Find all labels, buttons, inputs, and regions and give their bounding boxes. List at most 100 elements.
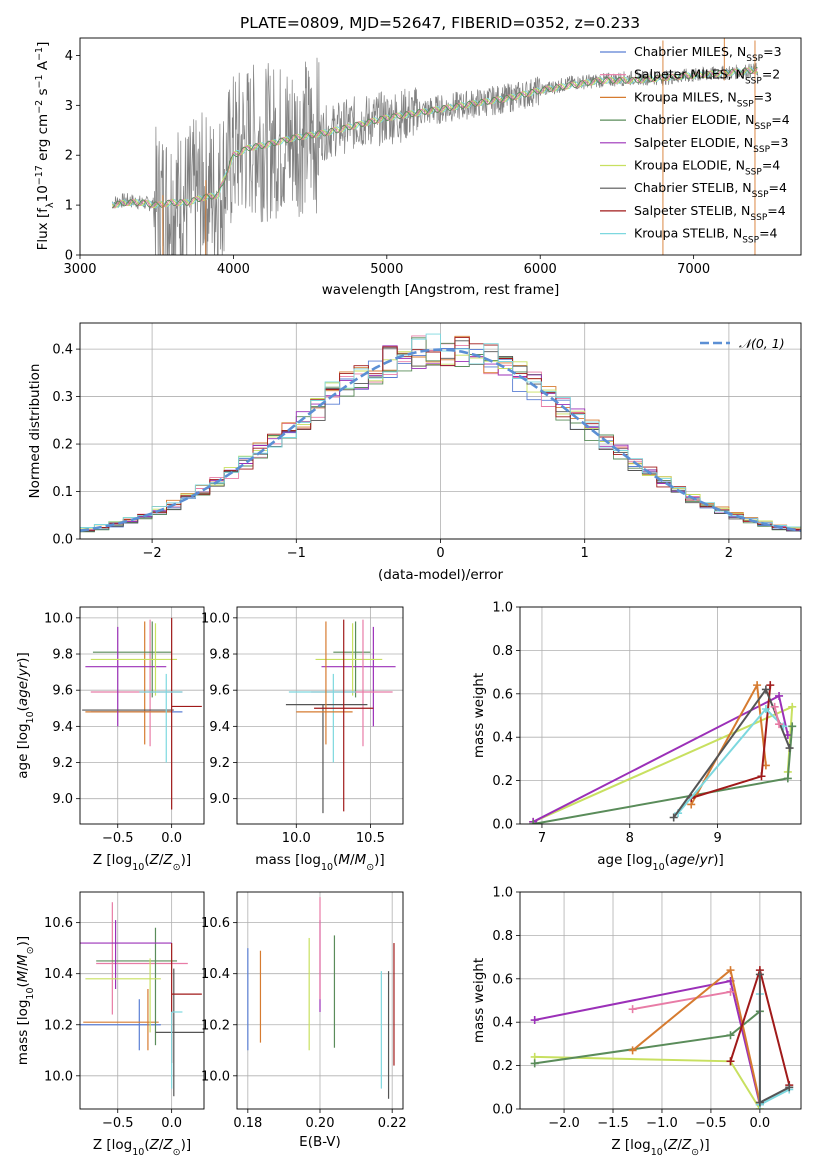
- axes-frame: [519, 891, 802, 1110]
- x-axis-label: E(B-V): [299, 1134, 341, 1150]
- legend-entry: 𝒩(0, 1): [739, 336, 785, 351]
- x-tick-label: 3000: [63, 262, 96, 277]
- x-axis-label: mass [log10(M/M⊙)]: [255, 852, 384, 873]
- axes-frame: [519, 606, 802, 825]
- x-tick-label: 0: [436, 546, 444, 561]
- mass_vs_Z-panel: −0.5 0.0 10.0 10.2 10.4 10.6 Z [log10(Z/Z⊙)] ma…: [15, 891, 205, 1158]
- y-axis-label: mass [log10(M/M⊙)]: [15, 936, 36, 1065]
- y-tick-label: 9.8: [209, 648, 230, 663]
- errorbars: [82, 617, 202, 810]
- x-tick-label: 0.0: [161, 1116, 182, 1131]
- weight-marker-chabrier_stelib: [669, 813, 678, 822]
- y-tick-label: 9.2: [209, 756, 230, 771]
- panels: 3000 4000 5000 6000 7000 0 1 2 3 4 Chabrier MILES,…: [15, 37, 802, 1158]
- legend-entry: Salpeter ELODIE, NSSP=3: [634, 135, 788, 155]
- spectrum-legend: Chabrier MILES, NSSP=3 Salpeter MILES, NS…: [600, 44, 790, 246]
- y-tick-label: 2: [65, 149, 73, 164]
- y-axis-label: mass weight: [471, 673, 487, 758]
- x-tick-label: 10.0: [282, 831, 311, 846]
- y-tick-label: 0.3: [52, 390, 73, 405]
- figure-title: PLATE=0809, MJD=52647, FIBERID=0352, z=0…: [240, 14, 640, 32]
- y-axis-label: age [log10(age/yr)]: [15, 652, 36, 778]
- y-tick-label: 0.2: [492, 1059, 513, 1074]
- weight-marker-salpeter_miles: [775, 720, 784, 729]
- x-tick-label: 1: [581, 546, 589, 561]
- y-tick-label: 10.4: [201, 967, 230, 982]
- legend-entry: Kroupa ELODIE, NSSP=4: [634, 158, 780, 178]
- data-spectrum-line: [111, 57, 759, 255]
- x-tick-label: −0.5: [102, 1116, 134, 1131]
- y-tick-label: 4: [65, 49, 73, 64]
- legend-entry: Salpeter STELIB, NSSP=4: [634, 203, 786, 223]
- weight-marker-chabrier_stelib: [785, 1083, 794, 1092]
- axes-frame: [79, 322, 802, 540]
- weight-marker-kroupa_miles: [753, 681, 762, 690]
- legend-entry: Salpeter MILES, NSSP=2: [634, 67, 780, 87]
- weight-marker-chabrier_elodie: [530, 1059, 539, 1068]
- ebv-panel: 0.18 0.20 0.22 10.0 10.2 10.4 10.6: [201, 891, 407, 1131]
- weight-marker-salpeter_miles: [726, 987, 735, 996]
- axes-frame: [79, 37, 802, 256]
- x-tick-label: 0.20: [306, 1116, 335, 1131]
- y-tick-label: 0.1: [52, 485, 73, 500]
- y-tick-label: 0.0: [492, 1103, 513, 1118]
- weight-lines: [529, 681, 797, 824]
- x-tick-label: 2: [725, 546, 733, 561]
- y-tick-label: 0.8: [492, 929, 513, 944]
- axes-frame: [236, 891, 404, 1110]
- x-tick-label: 0.18: [233, 1116, 262, 1131]
- weight-marker-chabrier_elodie: [726, 1031, 735, 1040]
- weight-marker-kroupa_elodie: [788, 702, 797, 711]
- y-tick-label: 10.0: [44, 1069, 73, 1084]
- y-tick-label: 10.0: [201, 611, 230, 626]
- weight-marker-chabrier_elodie: [783, 774, 792, 783]
- y-tick-label: 0.4: [52, 343, 73, 358]
- y-tick-label: 0.6: [492, 687, 513, 702]
- y-tick-label: 1.0: [492, 601, 513, 616]
- histogram-steps: [80, 333, 801, 535]
- weight-lines: [530, 966, 794, 1109]
- weight-marker-chabrier_stelib: [761, 685, 770, 694]
- y-tick-label: 9.6: [209, 684, 230, 699]
- x-tick-label: 4000: [217, 262, 250, 277]
- x-tick-label: 7: [538, 831, 546, 846]
- weight-marker-kroupa_miles: [628, 1046, 637, 1055]
- x-tick-label: −2.0: [548, 1116, 580, 1131]
- weight_vs_age-panel: 7 8 9 0.0 0.2 0.4 0.6 0.8 1.0 age [log10(age/yr)]…: [471, 601, 802, 873]
- y-tick-label: 0.0: [52, 533, 73, 548]
- weight-marker-kroupa_miles: [726, 966, 735, 975]
- spectrum-panel: 3000 4000 5000 6000 7000 0 1 2 3 4 Chabrier MILES,…: [34, 37, 802, 298]
- x-axis-label: Z [log10(Z/Z⊙)]: [93, 852, 191, 873]
- model-spectrum-line-chabrier_elodie: [111, 67, 758, 209]
- y-tick-label: 0.2: [52, 438, 73, 453]
- y-tick-label: 0.4: [492, 731, 513, 746]
- legend-entry: Kroupa STELIB, NSSP=4: [634, 226, 778, 246]
- x-tick-label: 5000: [370, 262, 403, 277]
- y-tick-label: 3: [65, 99, 73, 114]
- weight-marker-chabrier_stelib: [785, 744, 794, 753]
- x-tick-label: 10.5: [356, 831, 385, 846]
- axes-frame: [236, 606, 404, 825]
- weight-marker-chabrier_stelib: [755, 970, 764, 979]
- y-tick-label: 0.8: [492, 644, 513, 659]
- y-axis-label: Flux [fλ10−17 erg cm−2 s−1 A−1]: [34, 42, 56, 251]
- weight-line-salpeter_miles: [632, 990, 731, 1011]
- weight-marker-chabrier_stelib: [755, 1098, 764, 1107]
- axes-frame: [79, 606, 205, 825]
- x-tick-label: −1.5: [597, 1116, 629, 1131]
- x-tick-label: −1: [287, 546, 306, 561]
- y-axis-label: mass weight: [471, 958, 487, 1043]
- x-tick-label: −1.0: [646, 1116, 678, 1131]
- x-axis-label: (data-model)/error: [378, 567, 504, 583]
- x-tick-label: −2: [143, 546, 162, 561]
- y-tick-label: 9.0: [52, 792, 73, 807]
- x-tick-label: 9: [713, 831, 721, 846]
- weight-marker-salpeter_miles: [770, 702, 779, 711]
- y-tick-label: 1.0: [492, 886, 513, 901]
- y-tick-label: 10.0: [201, 1069, 230, 1084]
- y-tick-label: 9.0: [209, 792, 230, 807]
- x-axis-label: age [log10(age/yr)]: [597, 852, 723, 873]
- x-tick-label: −0.5: [695, 1116, 727, 1131]
- y-tick-label: 10.2: [201, 1018, 230, 1033]
